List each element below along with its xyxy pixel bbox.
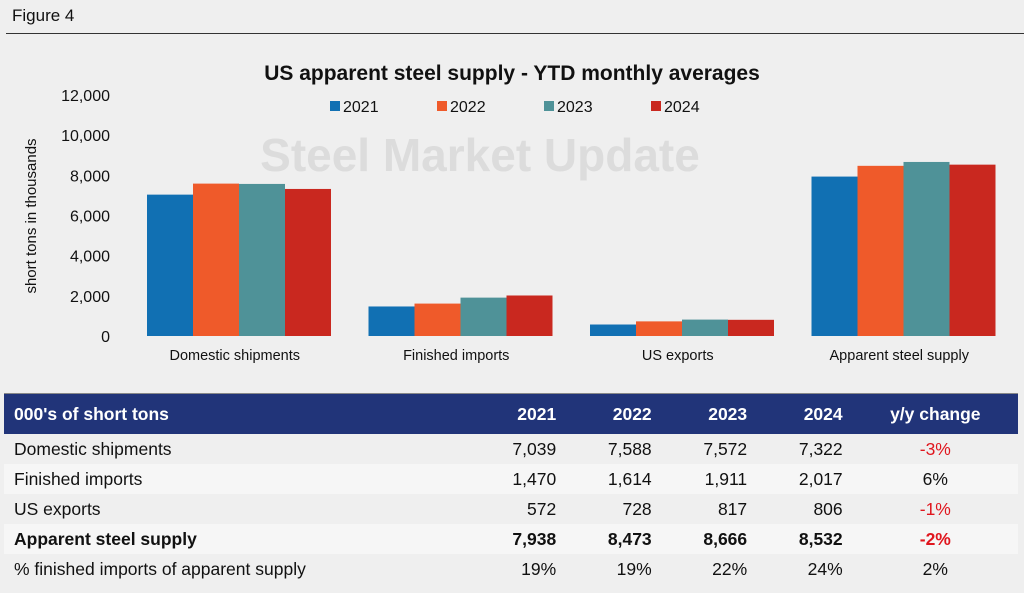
figure-label: Figure 4 [12, 6, 75, 25]
watermark: Steel Market Update [260, 129, 700, 181]
table-cell: 6% [852, 464, 1018, 494]
table-cell: 7,588 [607, 438, 652, 459]
column-header: 2022 [566, 393, 662, 434]
y-tick-label: 2,000 [70, 289, 110, 306]
bar-2023 [460, 297, 507, 336]
bar-2024 [949, 164, 996, 336]
chart-title: US apparent steel supply - YTD monthly a… [264, 62, 760, 85]
legend-swatch [437, 101, 447, 111]
bar-2024 [728, 319, 774, 336]
column-header: 2021 [470, 393, 567, 434]
y-tick-label: 4,000 [70, 249, 110, 266]
table-cell: 572 [526, 498, 557, 519]
table-cell: US exports [14, 498, 101, 519]
y-tick-label: 8,000 [70, 168, 110, 185]
table-cell: 806 [813, 498, 843, 519]
table-header-row: 000's of short tons 2021 2022 2023 2024 y/y c… [4, 393, 1018, 434]
legend-label: 2023 [557, 99, 593, 116]
bar-2024 [506, 295, 553, 336]
legend-label: 2021 [343, 99, 379, 116]
bar-2022 [193, 183, 239, 336]
bar-2022 [857, 165, 904, 336]
x-tick-label: Apparent steel supply [830, 348, 970, 364]
legend-swatch [330, 101, 340, 111]
table-cell: 19% [521, 558, 557, 579]
data-table: 000's of short tons 2021 2022 2023 2024 y/y c… [4, 393, 1018, 584]
legend-label: 2022 [450, 99, 486, 116]
table-cell: 1,470 [470, 464, 567, 494]
table-cell: % finished imports of apparent supply [14, 558, 306, 579]
y-tick-label: 12,000 [61, 88, 110, 105]
table-cell: 8,666 [661, 524, 758, 554]
table-cell: Domestic shipments [14, 438, 172, 459]
table-cell: 22% [712, 558, 748, 579]
legend-label: 2024 [664, 99, 700, 116]
bar-2023 [239, 183, 285, 336]
x-tick-label: Finished imports [403, 348, 509, 364]
y-tick-label: 10,000 [61, 128, 110, 145]
table-row: Apparent steel supply 7,938 8,473 8,666 8,53… [4, 524, 1018, 554]
bar-2022 [636, 321, 682, 336]
table-cell: 1,614 [566, 464, 662, 494]
legend-swatch [651, 101, 661, 111]
table-cell: 7,938 [470, 524, 567, 554]
bar-2021 [147, 194, 193, 336]
x-tick-label: US exports [642, 348, 714, 364]
table-cell: -3% [919, 438, 951, 459]
table-cell: -1% [919, 498, 951, 519]
table-row: US exports 572 728 817 806 -1% [4, 494, 1018, 524]
table-cell: Finished imports [4, 464, 471, 494]
table-cell: 2,017 [757, 464, 853, 494]
bar-2021 [811, 176, 858, 336]
column-header: 2024 [757, 393, 853, 434]
table-cell: 7,322 [798, 438, 843, 459]
y-tick-label: 6,000 [70, 209, 110, 226]
column-header: 000's of short tons [4, 393, 471, 434]
bar-2023 [682, 319, 728, 336]
table-cell: 817 [717, 498, 748, 519]
table-cell: 728 [622, 498, 652, 519]
divider [6, 33, 1024, 34]
y-axis-label: short tons in thousands [23, 138, 40, 293]
legend-swatch [544, 101, 554, 111]
table-cell: 7,039 [512, 438, 557, 459]
column-header: 2023 [661, 393, 758, 434]
bar-2024 [285, 188, 331, 336]
bar-2021 [590, 324, 636, 336]
table-row: % finished imports of apparent supply 19%… [4, 554, 1018, 584]
bar-2023 [903, 161, 950, 336]
table-cell: 19% [616, 558, 652, 579]
table-cell: 1,911 [661, 464, 758, 494]
table-row: Finished imports 1,470 1,614 1,911 2,017 6% [4, 464, 1018, 494]
table-cell: 8,532 [757, 524, 853, 554]
table-cell: Apparent steel supply [4, 524, 471, 554]
table-cell: 8,473 [566, 524, 662, 554]
table-cell: 24% [807, 558, 843, 579]
table-cell: 2% [922, 558, 948, 579]
table-row: Domestic shipments 7,039 7,588 7,572 7,322 -3… [4, 434, 1018, 464]
bar-2022 [414, 303, 461, 336]
table-cell: 7,572 [703, 438, 748, 459]
bar-chart: Steel Market Update US apparent steel sup… [23, 62, 996, 364]
x-tick-label: Domestic shipments [169, 348, 300, 364]
table-cell: -2% [852, 524, 1018, 554]
column-header: y/y change [852, 393, 1018, 434]
bar-2021 [368, 306, 415, 336]
y-tick-label: 0 [101, 329, 110, 346]
